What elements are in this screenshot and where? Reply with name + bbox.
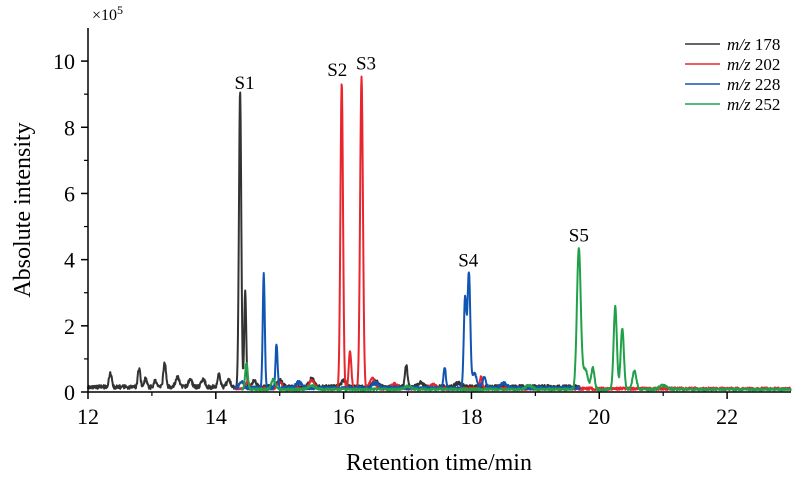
peak-label-s4: S4 xyxy=(458,250,479,271)
x-tick-label: 16 xyxy=(333,404,355,429)
peak-annotations: S1 S2 S3 S4 S5 xyxy=(235,53,589,271)
x-tick-label: 22 xyxy=(716,404,738,429)
series-line-mz-252 xyxy=(240,247,792,392)
y-tick-label: 8 xyxy=(64,115,75,140)
x-axis-title: Retention time/min xyxy=(346,450,532,476)
axes xyxy=(87,28,791,393)
series-lines xyxy=(87,75,792,392)
legend-label: m/z 228 xyxy=(727,75,780,94)
y-axis-title: Absolute intensity xyxy=(10,122,36,297)
peak-label-s2: S2 xyxy=(327,60,347,81)
peak-label-s3: S3 xyxy=(356,53,376,74)
x-tick-label: 12 xyxy=(77,404,99,429)
y-tick-label: 4 xyxy=(64,248,75,273)
y-tick-label: 0 xyxy=(64,380,75,405)
x-tick-label: 20 xyxy=(588,404,610,429)
y-multiplier: ×105 xyxy=(92,3,123,24)
y-tick-label: 10 xyxy=(53,49,75,74)
legend-label: m/z 252 xyxy=(727,95,780,114)
x-tick-label: 18 xyxy=(460,404,482,429)
axis-ticks: 12 14 16 18 20 22 0 2 4 6 8 10 xyxy=(53,49,738,429)
legend-label: m/z 202 xyxy=(727,55,780,74)
y-tick-label: 6 xyxy=(64,181,75,206)
legend-label: m/z 178 xyxy=(727,35,780,54)
peak-label-s5: S5 xyxy=(569,225,589,246)
series-line-mz-202 xyxy=(234,75,792,392)
y-tick-label: 2 xyxy=(64,314,75,339)
series-line-mz-178 xyxy=(87,91,581,391)
peak-label-s1: S1 xyxy=(235,73,255,94)
x-tick-label: 14 xyxy=(205,404,227,429)
